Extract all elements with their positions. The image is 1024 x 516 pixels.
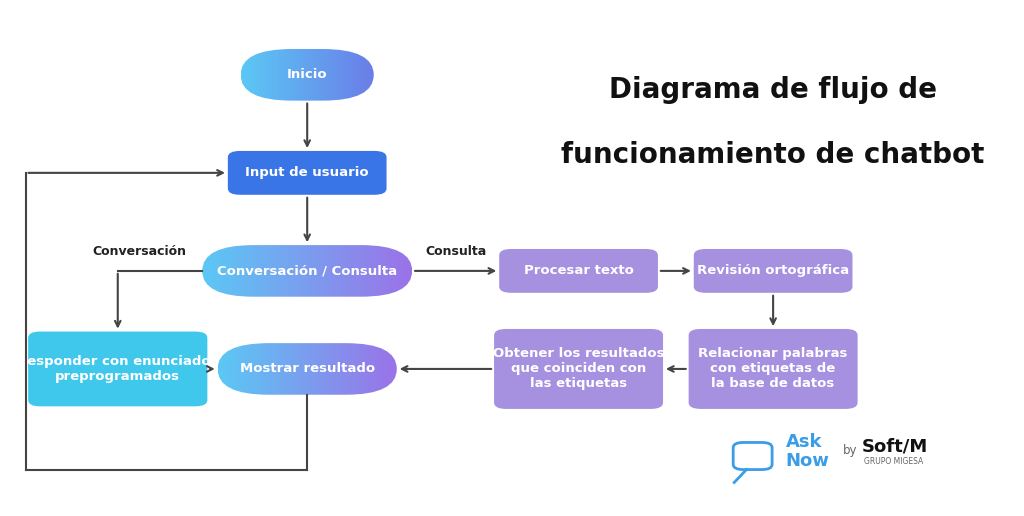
Text: Consulta: Consulta bbox=[425, 245, 486, 258]
Text: Diagrama de flujo de: Diagrama de flujo de bbox=[609, 76, 937, 104]
Text: Conversación / Consulta: Conversación / Consulta bbox=[217, 264, 397, 278]
FancyBboxPatch shape bbox=[227, 151, 386, 195]
Text: Mostrar resultado: Mostrar resultado bbox=[240, 362, 375, 376]
Text: Revisión ortográfica: Revisión ortográfica bbox=[697, 264, 849, 278]
FancyBboxPatch shape bbox=[499, 249, 657, 293]
FancyBboxPatch shape bbox=[494, 329, 664, 409]
Text: Relacionar palabras
con etiquetas de
la base de datos: Relacionar palabras con etiquetas de la … bbox=[698, 347, 848, 391]
Text: Soft/M: Soft/M bbox=[862, 438, 929, 455]
Text: Input de usuario: Input de usuario bbox=[246, 166, 369, 180]
FancyBboxPatch shape bbox=[688, 329, 858, 409]
FancyBboxPatch shape bbox=[694, 249, 852, 293]
Text: Procesar texto: Procesar texto bbox=[523, 264, 634, 278]
Text: Ask: Ask bbox=[785, 433, 822, 451]
Text: Conversación: Conversación bbox=[92, 245, 186, 258]
Text: Inicio: Inicio bbox=[287, 68, 328, 82]
Text: Obtener los resultados
que coinciden con
las etiquetas: Obtener los resultados que coinciden con… bbox=[493, 347, 665, 391]
Text: Now: Now bbox=[785, 452, 829, 470]
Text: funcionamiento de chatbot: funcionamiento de chatbot bbox=[561, 141, 985, 169]
Text: Responder con enunciados
preprogramados: Responder con enunciados preprogramados bbox=[17, 355, 218, 383]
FancyBboxPatch shape bbox=[29, 332, 207, 407]
Text: by: by bbox=[843, 444, 857, 457]
Text: GRUPO MIGESA: GRUPO MIGESA bbox=[864, 457, 924, 466]
